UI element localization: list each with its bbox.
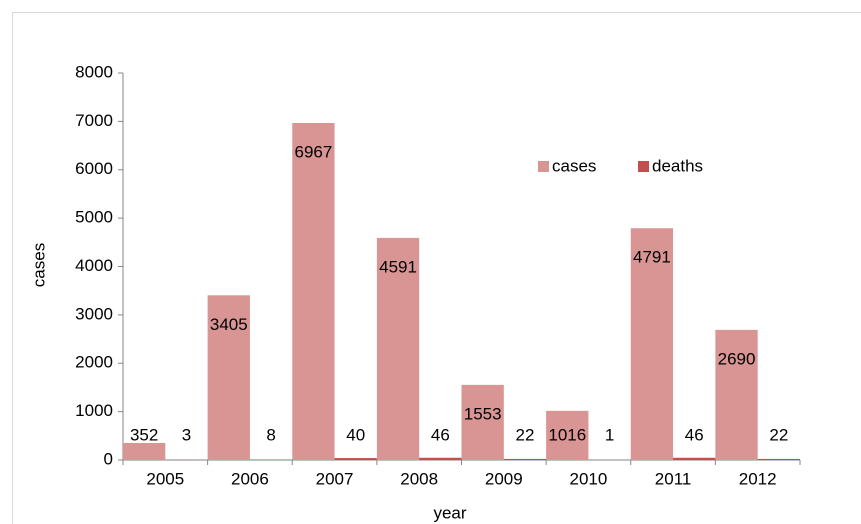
y-tick-label: 8000 [75, 62, 113, 81]
data-label: 6967 [294, 142, 332, 161]
bar [419, 457, 462, 460]
bar [757, 458, 800, 460]
data-label: 352 [130, 425, 158, 444]
bar [123, 442, 166, 460]
x-tick-label: 2010 [570, 469, 608, 488]
data-label: 46 [431, 425, 450, 444]
x-tick-label: 2006 [231, 469, 269, 488]
y-tick-label: 3000 [75, 304, 113, 323]
data-label: 8 [266, 425, 275, 444]
x-tick-label: 2012 [739, 469, 777, 488]
bar [673, 457, 716, 460]
data-label: 3405 [210, 315, 248, 334]
data-label: 2690 [718, 349, 756, 368]
y-tick-label: 6000 [75, 159, 113, 178]
bar [630, 228, 674, 460]
y-axis-title: cases [29, 243, 48, 287]
data-label: 1 [605, 425, 614, 444]
bar [207, 295, 250, 460]
x-axis-title: year [433, 503, 466, 522]
x-tick-label: 2007 [316, 469, 354, 488]
data-label: 22 [516, 425, 535, 444]
y-tick-label: 4000 [75, 256, 113, 275]
x-tick-label: 2005 [146, 469, 184, 488]
x-tick-label: 2009 [485, 469, 523, 488]
data-label: 1016 [548, 425, 586, 444]
data-label: 40 [346, 425, 365, 444]
legend-swatch [538, 161, 549, 172]
legend-label: deaths [652, 156, 703, 175]
bar [503, 458, 547, 460]
data-label: 3 [182, 425, 191, 444]
legend-label: cases [552, 156, 596, 175]
y-tick-label: 2000 [75, 353, 113, 372]
bar [376, 237, 420, 460]
data-label: 22 [769, 425, 788, 444]
data-label: 46 [685, 425, 704, 444]
y-tick-label: 7000 [75, 111, 113, 130]
bar [546, 410, 589, 460]
x-tick-label: 2011 [655, 469, 692, 488]
data-label: 1553 [464, 404, 502, 423]
y-tick-label: 1000 [75, 401, 113, 420]
y-tick-label: 5000 [75, 208, 113, 227]
bar [292, 122, 335, 460]
bar [715, 329, 758, 460]
bar [334, 458, 377, 460]
data-label: 4791 [633, 248, 671, 267]
y-tick-label: 0 [104, 449, 113, 468]
legend-swatch [638, 161, 649, 172]
data-label: 4591 [379, 257, 417, 276]
x-tick-label: 2008 [400, 469, 438, 488]
bar [461, 384, 504, 460]
